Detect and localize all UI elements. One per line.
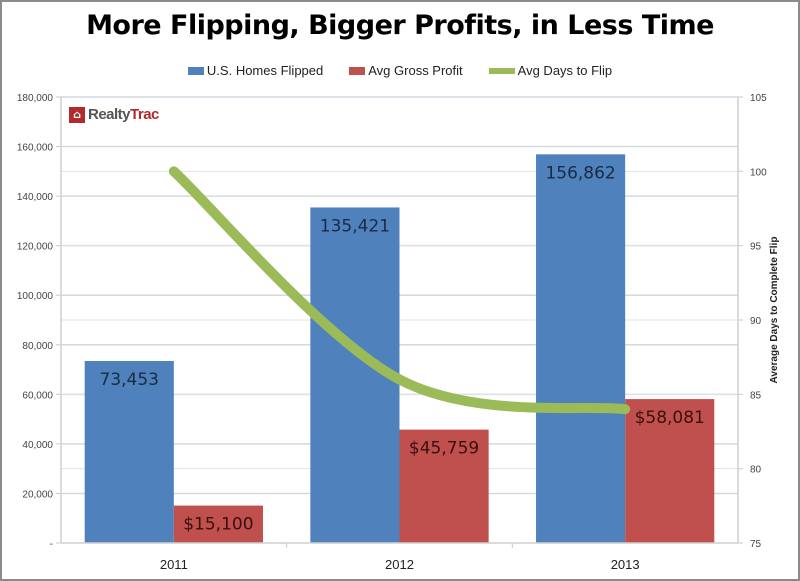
bar-u-s-homes-flipped <box>84 360 174 543</box>
y2-tick-label: 80 <box>750 465 762 476</box>
bar-u-s-homes-flipped <box>536 154 626 544</box>
data-label: $15,100 <box>183 515 253 535</box>
y-tick-label: 100,000 <box>17 291 54 302</box>
y2-tick-label: 95 <box>750 242 762 253</box>
legend: U.S. Homes Flipped Avg Gross Profit Avg … <box>0 63 800 78</box>
y-tick-label: 20,000 <box>22 489 53 500</box>
bar-avg-gross-profit <box>625 399 715 543</box>
y-tick-label: 160,000 <box>17 143 54 154</box>
y2-tick-label: 85 <box>750 390 762 401</box>
data-label: 156,862 <box>545 163 615 183</box>
x-tick-label: 2013 <box>611 557 640 572</box>
y-tick-label: 140,000 <box>17 192 54 203</box>
legend-swatch-days-to-flip <box>488 67 515 74</box>
legend-swatch-homes-flipped <box>187 66 204 75</box>
y2-tick-label: 105 <box>750 93 767 104</box>
line-days-to-flip <box>168 166 631 415</box>
logo-text: RealtyTrac <box>88 106 159 123</box>
legend-item-days-to-flip: Avg Days to Flip <box>488 63 613 78</box>
y2-tick-label: 100 <box>750 167 767 178</box>
x-tick-label: 2012 <box>385 557 414 572</box>
y-tick-label: 120,000 <box>17 242 54 253</box>
data-label: $45,759 <box>409 439 479 459</box>
x-tick-label: 2011 <box>160 557 188 572</box>
legend-label: Avg Days to Flip <box>517 63 613 78</box>
bar-avg-gross-profit <box>173 505 263 543</box>
y2-axis-title: Average Days to Complete Flip <box>769 237 780 384</box>
y2-tick-label: 75 <box>750 539 762 550</box>
legend-item-gross-profit: Avg Gross Profit <box>349 63 463 78</box>
y-tick-label: 40,000 <box>22 440 53 451</box>
data-label: 135,421 <box>320 216 390 236</box>
y2-tick-label: 90 <box>750 316 762 327</box>
y-tick-label: 180,000 <box>17 93 54 104</box>
house-icon: ⌂ <box>69 106 85 123</box>
y-tick-label: - <box>50 539 53 550</box>
legend-label: Avg Gross Profit <box>368 63 463 78</box>
legend-swatch-gross-profit <box>349 66 366 75</box>
legend-label: U.S. Homes Flipped <box>206 63 324 78</box>
y-tick-label: 60,000 <box>22 390 53 401</box>
chart-title: More Flipping, Bigger Profits, in Less T… <box>86 10 714 41</box>
data-label: $58,081 <box>635 408 705 428</box>
legend-item-homes-flipped: U.S. Homes Flipped <box>187 63 324 78</box>
realtytrac-logo: ⌂ RealtyTrac <box>69 106 159 123</box>
bar-avg-gross-profit <box>399 429 489 543</box>
y-tick-label: 80,000 <box>22 341 53 352</box>
data-label: 73,453 <box>100 370 159 390</box>
